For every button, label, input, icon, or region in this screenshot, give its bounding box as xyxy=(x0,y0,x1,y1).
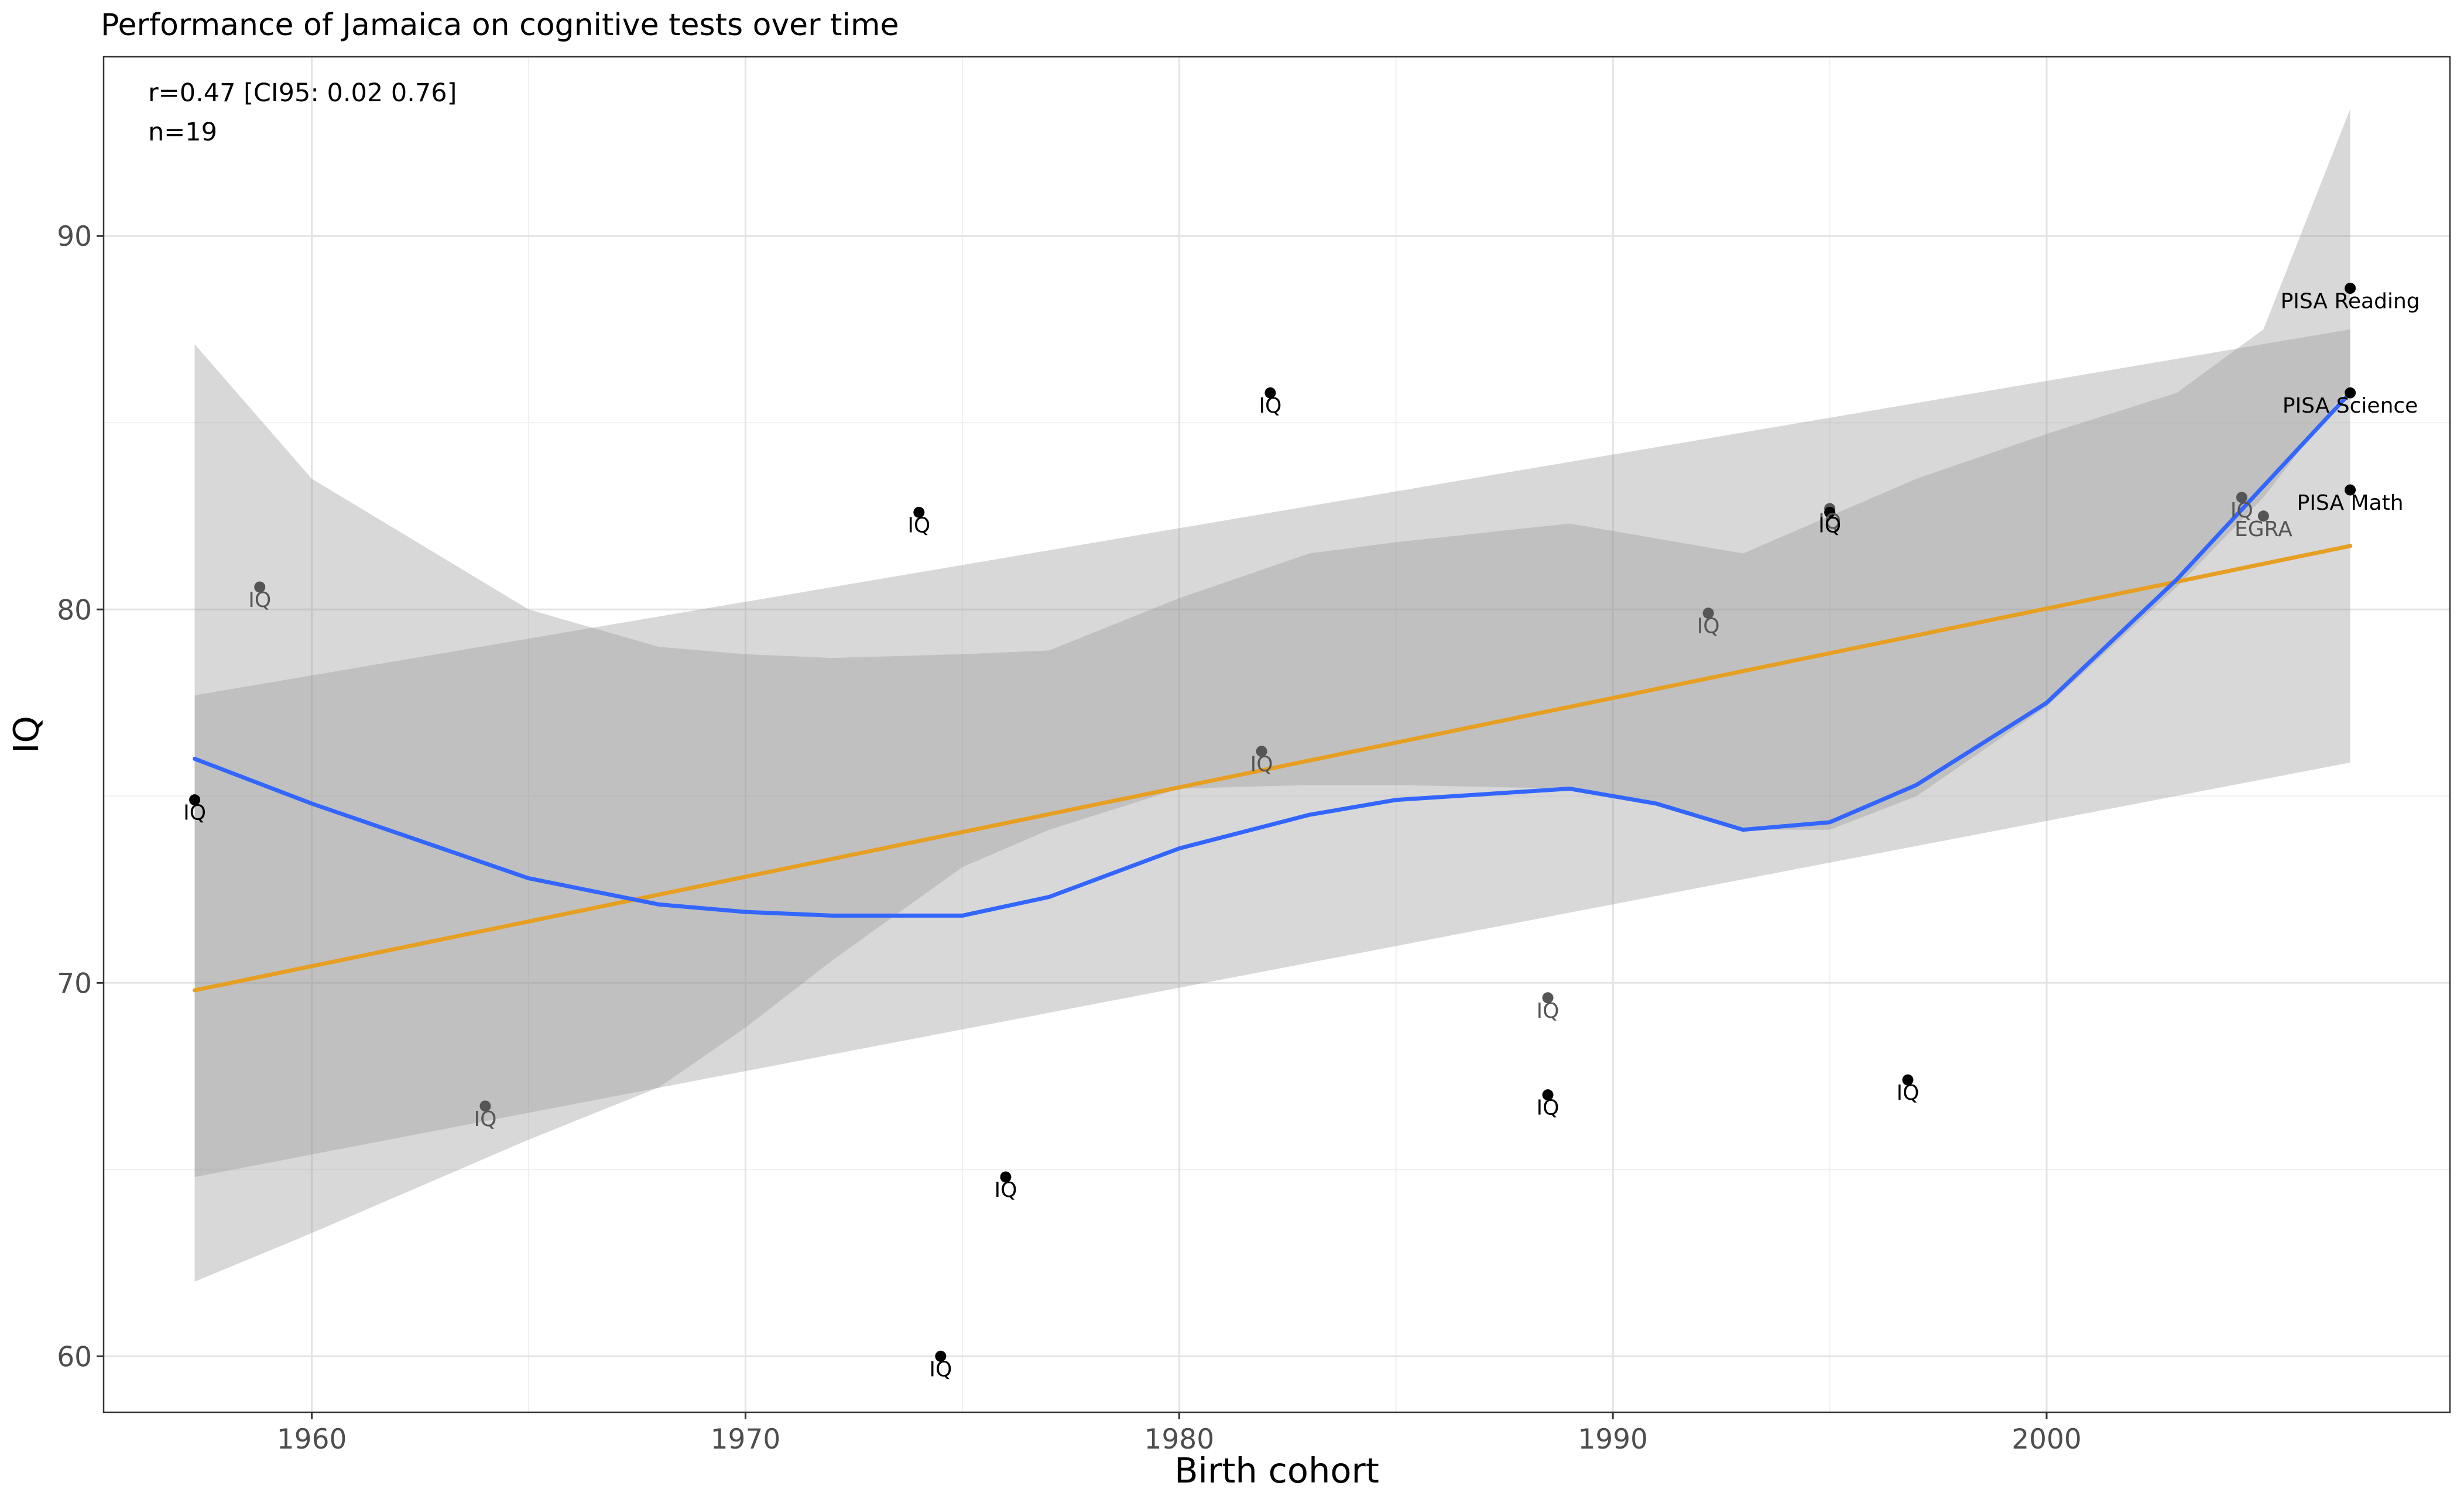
y-tick-label: 80 xyxy=(57,594,92,626)
confidence-bands xyxy=(194,109,2350,1282)
data-point xyxy=(1264,387,1276,399)
x-tick-label: 1980 xyxy=(1144,1423,1214,1456)
data-point xyxy=(479,1100,491,1112)
data-point xyxy=(1902,1074,1914,1086)
data-point xyxy=(1256,746,1267,757)
data-point xyxy=(1542,992,1554,1004)
data-points xyxy=(189,283,2356,1362)
data-point xyxy=(1824,506,1836,518)
fit-lines xyxy=(193,390,2353,993)
point-label: EGRA xyxy=(2235,517,2292,541)
x-tick-label: 1970 xyxy=(711,1423,781,1456)
point-label: IQ xyxy=(1537,1096,1560,1120)
data-point xyxy=(2345,387,2356,399)
point-label: IQ xyxy=(1818,513,1841,537)
sample-size-stat: n=19 xyxy=(148,118,217,147)
point-label: PISA Math xyxy=(2297,491,2404,515)
y-tick-label: 60 xyxy=(57,1341,92,1373)
chart-title: Performance of Jamaica on cognitive test… xyxy=(101,8,899,43)
point-label: IQ xyxy=(1697,615,1720,639)
linear-fit-confidence-band xyxy=(194,329,2350,1177)
data-point xyxy=(2345,484,2356,496)
point-label: PISA Reading xyxy=(2281,290,2420,314)
x-axis-title: Birth cohort xyxy=(1174,1450,1379,1491)
point-label: IQ xyxy=(907,513,930,537)
point-label: IQ xyxy=(1818,510,1841,534)
data-point xyxy=(935,1350,947,1362)
data-point xyxy=(1702,608,1714,619)
data-point xyxy=(254,581,266,593)
y-axis-ticks: 60 70 80 90 xyxy=(57,221,104,1373)
loess-confidence-band xyxy=(194,109,2350,1282)
data-point xyxy=(913,506,925,518)
point-label: IQ xyxy=(474,1107,496,1131)
x-tick-label: 1990 xyxy=(1578,1423,1648,1456)
point-label: IQ xyxy=(183,801,206,825)
correlation-stat: r=0.47 [CI95: 0.02 0.76] xyxy=(148,78,457,108)
x-tick-label: 2000 xyxy=(2011,1423,2082,1456)
point-label: IQ xyxy=(1896,1081,1919,1105)
x-tick-label: 1960 xyxy=(277,1423,347,1456)
point-label: IQ xyxy=(994,1178,1017,1202)
loess-line xyxy=(193,390,2353,918)
x-axis-ticks: 1960 1970 1980 1990 2000 xyxy=(277,1412,2082,1456)
plot-panel-border xyxy=(102,56,2451,1413)
y-tick-label: 90 xyxy=(57,221,92,253)
point-label: PISA Science xyxy=(2283,394,2418,418)
data-point xyxy=(2345,283,2356,294)
point-label: IQ xyxy=(929,1357,952,1381)
point-label: IQ xyxy=(248,588,271,612)
data-point xyxy=(2236,492,2247,503)
data-point xyxy=(189,794,201,806)
point-label: IQ xyxy=(1537,999,1560,1023)
grid xyxy=(104,57,2450,1412)
point-label: IQ xyxy=(2230,499,2253,523)
y-tick-label: 70 xyxy=(57,967,92,1000)
y-axis-title: IQ xyxy=(6,716,46,753)
data-point xyxy=(1000,1171,1012,1183)
data-point xyxy=(2257,510,2269,522)
point-label: IQ xyxy=(1259,394,1281,418)
linear-fit-line xyxy=(193,544,2353,993)
data-point xyxy=(1542,1089,1554,1101)
point-label: IQ xyxy=(1250,753,1273,777)
